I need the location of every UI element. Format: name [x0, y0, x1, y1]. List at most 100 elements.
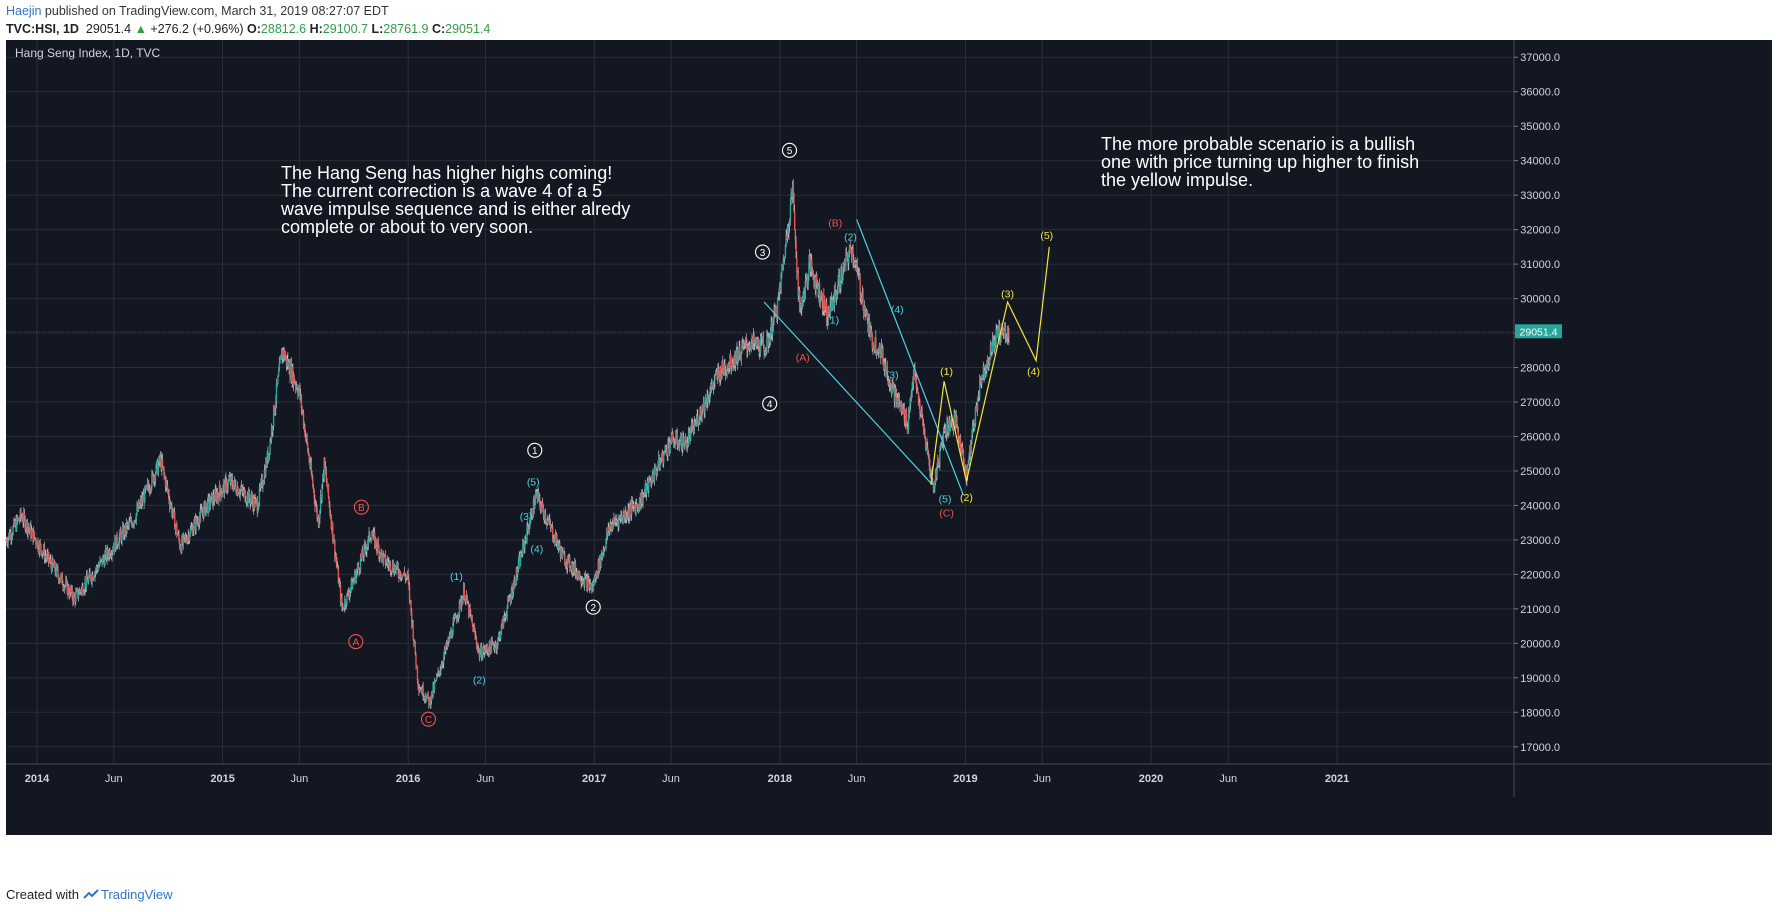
candle-body — [317, 518, 320, 526]
candle-body — [613, 518, 615, 525]
wave-label-red: C — [420, 711, 437, 727]
candle-body — [824, 308, 826, 311]
candle-body — [67, 586, 70, 594]
candle-body — [655, 466, 657, 472]
candle-body — [636, 504, 639, 507]
candle-body — [632, 503, 634, 506]
candle-body — [392, 563, 394, 572]
candle-body — [737, 349, 739, 363]
candle-body — [17, 518, 19, 521]
candle-body — [659, 460, 661, 469]
candle-body — [797, 274, 799, 297]
candle-body — [443, 649, 446, 656]
candle-body — [244, 490, 246, 502]
price-tick-label: 33000.0 — [1520, 190, 1560, 202]
candle-body — [684, 436, 686, 448]
candle-body — [18, 518, 20, 521]
candle-body — [995, 328, 997, 343]
candle-body — [447, 638, 449, 643]
candle-body — [871, 334, 873, 349]
note-line: the yellow impulse. — [1101, 170, 1253, 190]
candle-body — [835, 293, 838, 298]
price-tick-label: 31000.0 — [1520, 259, 1560, 271]
price-tick-label: 23000.0 — [1520, 535, 1560, 547]
candle-body — [525, 539, 528, 542]
wave-label-cyan: (4) — [891, 304, 904, 316]
candle-body — [92, 574, 94, 580]
candle-body — [361, 550, 363, 559]
candle-body — [376, 546, 378, 550]
candle-body — [449, 634, 451, 637]
candle-body — [830, 299, 833, 310]
candle-body — [515, 568, 518, 585]
candle-body — [764, 351, 766, 353]
candle-body — [35, 539, 37, 545]
candle-body — [140, 499, 142, 505]
candle-body — [501, 620, 503, 625]
candle-body — [480, 646, 482, 654]
candle-body — [277, 376, 279, 384]
candle-body — [911, 387, 913, 391]
candle-body — [680, 434, 682, 441]
time-tick-label: Jun — [290, 773, 308, 785]
candle-body — [270, 427, 273, 440]
candle-body — [665, 446, 667, 450]
candle-body — [69, 588, 71, 597]
time-tick-label: 2021 — [1325, 773, 1349, 785]
candle-body — [357, 565, 360, 568]
candle-body — [9, 532, 11, 539]
candle-body — [336, 567, 339, 568]
tradingview-logo[interactable]: TradingView — [83, 887, 173, 902]
candle-body — [133, 520, 135, 525]
candle-body — [286, 359, 288, 366]
candle-body — [374, 531, 376, 547]
candle-body — [196, 517, 198, 522]
candle-body — [670, 431, 673, 444]
candle-body — [316, 506, 318, 519]
candle-body — [445, 643, 448, 648]
candle-body — [509, 597, 512, 601]
candle-body — [21, 517, 24, 522]
candle-body — [398, 570, 401, 578]
price-tick-label: 18000.0 — [1520, 707, 1560, 719]
candle-body — [218, 485, 221, 501]
candle-body — [828, 313, 831, 315]
candle-body — [711, 384, 713, 387]
candle-body — [1005, 338, 1007, 340]
candle-body — [768, 337, 770, 346]
note-text: The more probable scenario is a bullisho… — [1101, 134, 1419, 190]
candle-body — [507, 598, 509, 608]
candle-body — [589, 583, 592, 589]
candle-body — [690, 428, 692, 440]
candle-body — [413, 639, 415, 643]
candle-body — [296, 386, 298, 392]
candle-body — [198, 517, 201, 526]
candle-body — [122, 526, 125, 538]
candle-body — [832, 299, 834, 302]
candle-body — [795, 241, 797, 259]
candle-body — [653, 480, 655, 482]
candle-body — [650, 483, 653, 485]
candle-body — [448, 638, 450, 642]
candle-body — [379, 552, 382, 558]
time-axis[interactable]: 2014 Jun 2015 Jun 2016 Jun 2017 Jun 2018 Jun 2019 J… — [6, 763, 1772, 785]
candle-body — [687, 432, 690, 445]
candle-body — [708, 398, 710, 400]
candle-body — [988, 363, 990, 367]
candle-body — [986, 362, 988, 371]
candle-body — [87, 580, 89, 583]
price-chart[interactable]: 53412ABC(A)(B)(C)(1)(2)(3)(4)(5)(1)(2)(3… — [0, 38, 1777, 880]
price-tick-label: 26000.0 — [1520, 431, 1560, 443]
time-tick-label: 2018 — [768, 773, 792, 785]
candle-body — [304, 425, 306, 437]
candle-body — [924, 434, 926, 439]
candle-body — [275, 383, 278, 402]
candle-body — [542, 507, 545, 516]
candle-body — [688, 432, 691, 434]
author-link[interactable]: Haejin — [6, 4, 42, 18]
candle-body — [485, 646, 487, 651]
candle-body — [213, 500, 216, 502]
candle-body — [215, 491, 218, 501]
candle-body — [761, 338, 764, 340]
candle-body — [164, 474, 166, 478]
